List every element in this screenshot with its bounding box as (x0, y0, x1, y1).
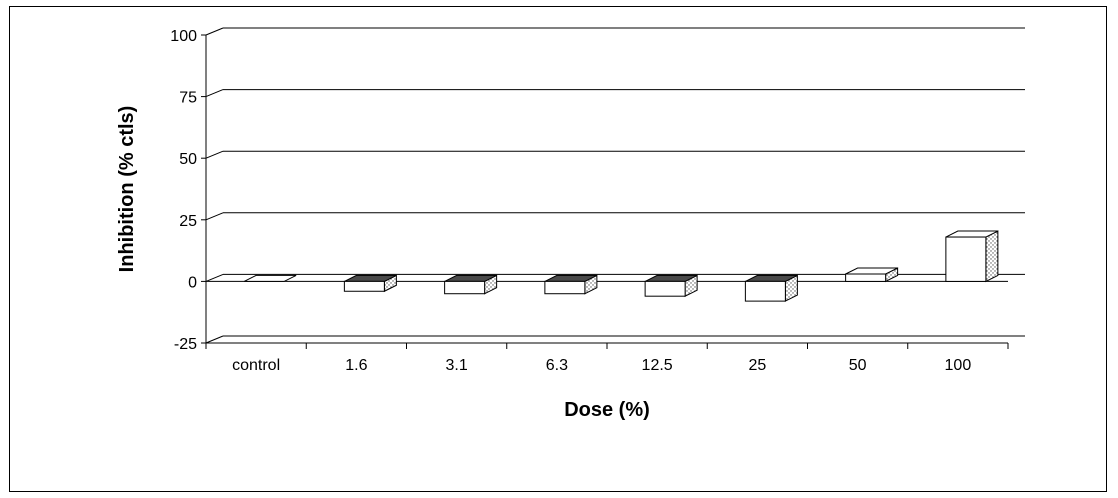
bar-top (243, 274, 297, 282)
axes (201, 34, 1009, 349)
y-axis-title: Inhibition (% ctls) (116, 106, 138, 273)
gridline-connector (205, 273, 224, 282)
gridlines (205, 27, 1025, 344)
bar-front (744, 280, 786, 302)
bars (243, 230, 999, 302)
gridline-connector (205, 89, 224, 98)
bar-front (845, 273, 887, 282)
x-tick-labels: control 1.6 3.1 6.3 12.5 25 50 100 (232, 357, 971, 374)
bar (444, 274, 498, 295)
y-tick-label: 25 (179, 213, 197, 230)
x-tick-label: 3.1 (446, 357, 468, 374)
y-tick-labels: -25 0 25 50 75 100 (170, 28, 197, 353)
gridline-connector (205, 27, 224, 36)
bar (243, 274, 297, 282)
bar (845, 267, 899, 283)
bar (744, 274, 798, 302)
gridline-connector (205, 335, 224, 344)
x-tick-label: 25 (748, 357, 766, 374)
bar-side (985, 230, 999, 283)
chart-frame (9, 6, 1107, 492)
x-tick-label: 12.5 (642, 357, 673, 374)
bar-front (644, 280, 686, 297)
gridline-connector (205, 150, 224, 159)
x-axis-title: Dose (%) (564, 399, 650, 421)
bar (343, 274, 397, 293)
y-tick-label: 100 (170, 28, 197, 45)
x-tick-label: 50 (849, 357, 867, 374)
bar (945, 230, 999, 283)
x-tick-label: 100 (945, 357, 972, 374)
bar (644, 274, 698, 297)
bar (544, 274, 598, 295)
gridline-connector (205, 212, 224, 221)
y-tick-label: 50 (179, 151, 197, 168)
bar-front (343, 280, 385, 292)
y-tick-label: 75 (179, 90, 197, 107)
bar-front (945, 236, 987, 282)
x-tick-label: control (232, 357, 280, 374)
x-tick-label: 6.3 (546, 357, 568, 374)
y-tick-label: 0 (188, 274, 197, 291)
bar-front (544, 280, 586, 295)
y-tick-label: -25 (174, 336, 197, 353)
bar-front (444, 280, 486, 295)
x-tick-label: 1.6 (345, 357, 367, 374)
